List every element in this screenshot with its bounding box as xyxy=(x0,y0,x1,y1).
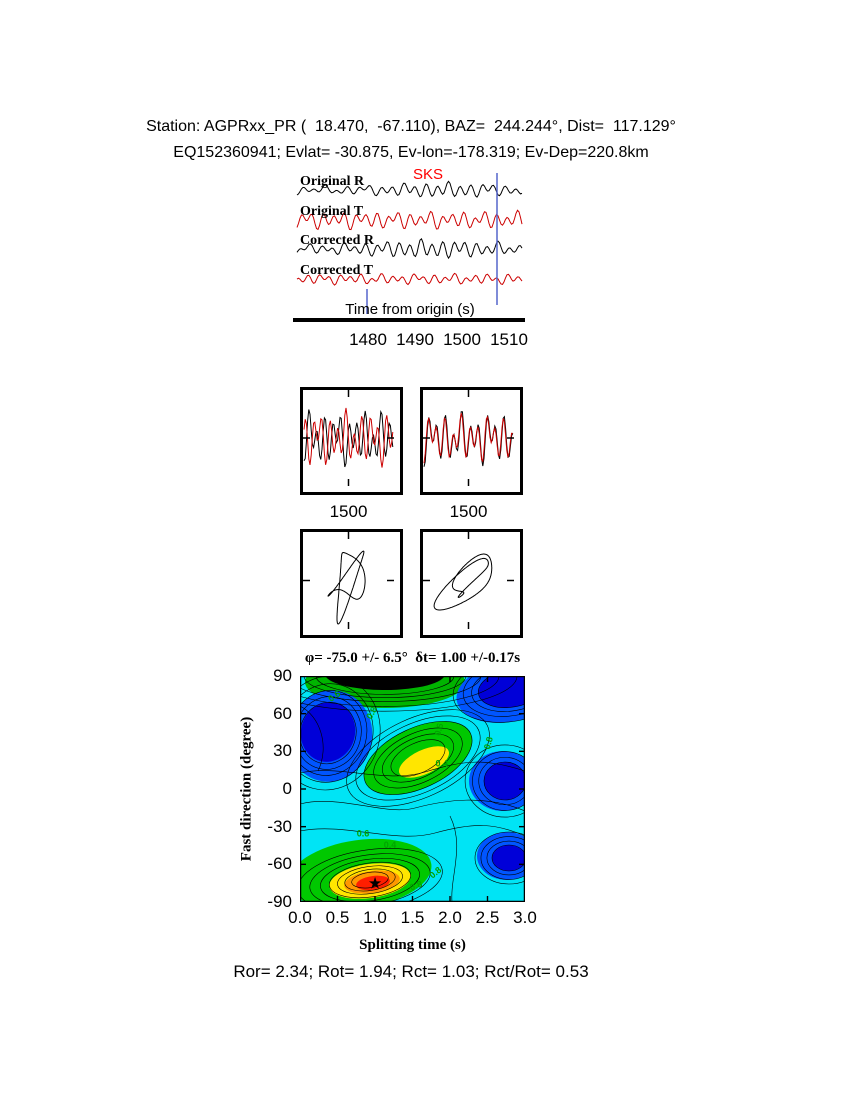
window-panel-original xyxy=(300,387,403,495)
error-surface-plot: 0.60.80.60.80.40.60.40.80.8★ xyxy=(300,676,525,902)
waveform-xlabel: Time from origin (s) xyxy=(345,301,475,318)
waveform-xtick: 1490 xyxy=(396,330,434,349)
particle-motion-corrected-plot xyxy=(423,532,514,629)
waveform-axis-line xyxy=(293,318,525,322)
window-panel-corrected xyxy=(420,387,523,495)
contour-xlabel: Splitting time (s) xyxy=(359,937,466,953)
window-original-plot xyxy=(303,390,394,486)
quality-footer: Ror= 2.34; Rot= 1.94; Rct= 1.03; Rct/Rot… xyxy=(233,962,589,981)
contour-ytick: 60 xyxy=(273,703,292,723)
contour-level-label: 0.6 xyxy=(432,722,445,737)
contour-ytick: 0 xyxy=(282,779,292,798)
trace-label: Original R xyxy=(300,174,365,189)
contour-level-label: 0.8 xyxy=(408,879,423,893)
particle-motion-corrected xyxy=(420,529,523,638)
waveform-xtick: 1510 xyxy=(490,330,528,349)
best-solution-star: ★ xyxy=(368,876,382,893)
window-original-xtick: 1500 xyxy=(329,502,368,521)
window-corrected-xtick: 1500 xyxy=(449,502,488,521)
contour-xtick: 0.0 xyxy=(288,908,312,927)
trace-label: Corrected T xyxy=(300,263,373,278)
contour-level-label: 0.6 xyxy=(357,828,370,838)
contour-xtick: 2.5 xyxy=(475,908,500,927)
contour-level-label: 0.8 xyxy=(482,736,495,751)
contour-ytick: 90 xyxy=(273,666,292,685)
waveform-xtick: 1480 xyxy=(349,330,387,349)
phase-label: SKS xyxy=(413,166,444,183)
contour-level-label: 0.4 xyxy=(384,840,397,850)
contour-ytick: -90 xyxy=(267,892,292,911)
waveform-xtick: 1500 xyxy=(443,330,481,349)
window-corrected-plot xyxy=(423,390,514,486)
contour-ytick: -30 xyxy=(267,816,292,836)
trace-label: Corrected R xyxy=(300,233,374,248)
contour-xtick: 0.5 xyxy=(325,908,350,927)
contour-xtick: 2.0 xyxy=(438,908,462,927)
contour-xtick: 1.5 xyxy=(400,908,425,927)
station-title: Station: AGPRxx_PR ( 18.470, -67.110), B… xyxy=(146,118,676,135)
particle-motion-original xyxy=(300,529,403,638)
splitting-result-title: φ= -75.0 +/- 6.5° δt= 1.00 +/-0.17s xyxy=(304,650,521,666)
contour-level-label: 0.4 xyxy=(435,758,448,768)
trace-label: Original T xyxy=(300,204,364,219)
contour-xtick: 3.0 xyxy=(513,908,537,927)
event-subtitle: EQ152360941; Evlat= -30.875, Ev-lon=-178… xyxy=(173,144,649,161)
waveform-plot xyxy=(296,173,523,314)
contour-ytick: -60 xyxy=(267,854,292,874)
contour-xtick: 1.0 xyxy=(363,908,387,927)
particle-motion-original-plot xyxy=(303,532,394,629)
contour-ytick: 30 xyxy=(273,741,292,761)
